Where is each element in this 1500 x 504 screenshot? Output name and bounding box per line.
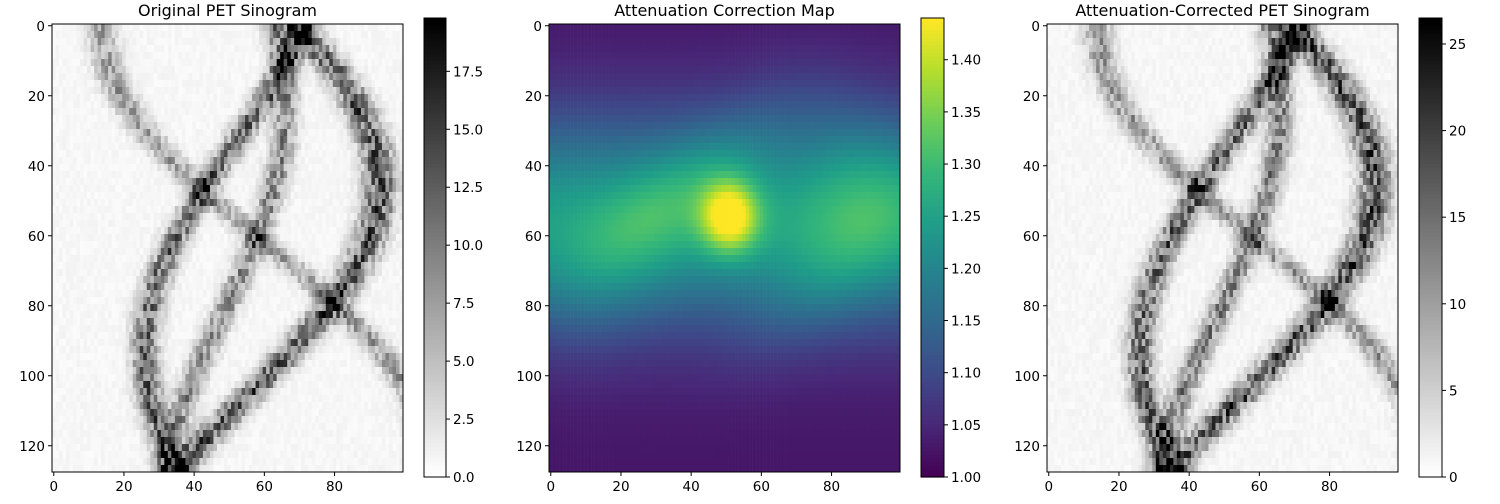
colorbar-tick-label: 2.5 bbox=[453, 412, 474, 428]
y-tick-label: 120 bbox=[1014, 439, 1040, 455]
y-tick-label: 40 bbox=[525, 159, 542, 175]
colorbar-tick-label: 10 bbox=[1449, 297, 1466, 313]
colorbar-tick-label: 0.0 bbox=[453, 470, 474, 486]
colorbar-tick-label: 1.15 bbox=[951, 314, 981, 330]
colorbar-tick-label: 0 bbox=[1449, 470, 1458, 486]
y-tick-label: 40 bbox=[1023, 159, 1040, 175]
chart-title: Original PET Sinogram bbox=[138, 1, 317, 20]
x-tick-label: 60 bbox=[256, 479, 273, 495]
chart-title: Attenuation-Corrected PET Sinogram bbox=[1075, 1, 1369, 20]
colorbar-tick-label: 10.0 bbox=[453, 238, 483, 254]
colorbar-tick-label: 1.10 bbox=[951, 366, 981, 382]
x-tick-label: 0 bbox=[1044, 479, 1053, 495]
y-tick-label: 40 bbox=[28, 159, 45, 175]
colorbar-tick-label: 1.35 bbox=[951, 105, 981, 121]
x-tick-label: 60 bbox=[753, 479, 770, 495]
x-tick-label: 40 bbox=[1181, 479, 1198, 495]
colorbar-tick-label: 15 bbox=[1449, 210, 1466, 226]
x-tick-label: 80 bbox=[326, 479, 343, 495]
colorbar-tick-label: 1.25 bbox=[951, 209, 981, 225]
heatmap-image bbox=[52, 24, 403, 472]
colorbar-tick-label: 15.0 bbox=[453, 122, 483, 138]
x-tick-label: 80 bbox=[823, 479, 840, 495]
colorbar-tick-label: 5.0 bbox=[453, 354, 474, 370]
y-tick-label: 100 bbox=[1014, 369, 1040, 385]
y-tick-label: 80 bbox=[525, 299, 542, 315]
y-tick-label: 100 bbox=[19, 369, 45, 385]
y-tick-label: 20 bbox=[1023, 89, 1040, 105]
chart-title: Attenuation Correction Map bbox=[614, 1, 835, 20]
heatmap-image bbox=[1047, 24, 1398, 472]
x-tick-label: 40 bbox=[683, 479, 700, 495]
y-tick-label: 0 bbox=[36, 19, 45, 35]
colorbar-tick-label: 1.05 bbox=[951, 418, 981, 434]
x-tick-label: 0 bbox=[49, 479, 58, 495]
y-tick-label: 0 bbox=[533, 19, 542, 35]
y-tick-label: 60 bbox=[28, 229, 45, 245]
colorbar bbox=[1419, 18, 1442, 478]
y-tick-label: 60 bbox=[1023, 229, 1040, 245]
colorbar-tick-label: 25 bbox=[1449, 37, 1466, 53]
x-tick-label: 0 bbox=[546, 479, 555, 495]
x-tick-label: 80 bbox=[1321, 479, 1338, 495]
colorbar-tick-label: 1.30 bbox=[951, 157, 981, 173]
colorbar-tick-label: 1.20 bbox=[951, 261, 981, 277]
y-tick-label: 120 bbox=[516, 439, 542, 455]
x-tick-label: 20 bbox=[1110, 479, 1127, 495]
x-tick-label: 20 bbox=[612, 479, 629, 495]
y-tick-label: 80 bbox=[1023, 299, 1040, 315]
y-tick-label: 20 bbox=[28, 89, 45, 105]
x-tick-label: 60 bbox=[1251, 479, 1268, 495]
colorbar-tick-label: 5 bbox=[1449, 383, 1458, 399]
colorbar-tick-label: 17.5 bbox=[453, 64, 483, 80]
colorbar-tick-label: 7.5 bbox=[453, 296, 474, 312]
colorbar bbox=[424, 18, 446, 478]
y-tick-label: 0 bbox=[1031, 19, 1040, 35]
x-tick-label: 20 bbox=[115, 479, 132, 495]
y-tick-label: 100 bbox=[516, 369, 542, 385]
colorbar-tick-label: 20 bbox=[1449, 124, 1466, 140]
colorbar-tick-label: 1.00 bbox=[951, 470, 981, 486]
x-tick-label: 40 bbox=[186, 479, 203, 495]
colorbar-tick-label: 12.5 bbox=[453, 180, 483, 196]
heatmap-image bbox=[549, 24, 900, 472]
y-tick-label: 120 bbox=[19, 439, 45, 455]
y-tick-label: 20 bbox=[525, 89, 542, 105]
y-tick-label: 80 bbox=[28, 299, 45, 315]
colorbar bbox=[921, 18, 944, 478]
y-tick-label: 60 bbox=[525, 229, 542, 245]
colorbar-tick-label: 1.40 bbox=[951, 53, 981, 69]
